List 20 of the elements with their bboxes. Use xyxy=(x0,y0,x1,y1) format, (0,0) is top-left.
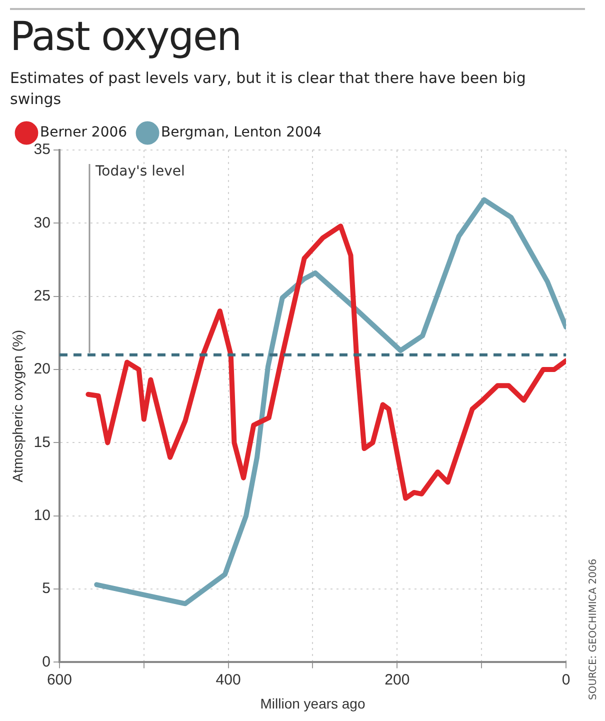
x-tick-label: 400 xyxy=(216,671,241,688)
y-tick-label: 35 xyxy=(34,141,50,158)
ref-line-label: Today's level xyxy=(94,164,185,180)
source-note: SOURCE: GEOCHIMICA 2006 xyxy=(588,558,599,700)
y-axis-title: Atmospheric oxygen (%) xyxy=(9,330,26,482)
x-tick-label: 600 xyxy=(46,671,72,688)
y-tick-label: 25 xyxy=(34,287,50,304)
y-tick-label: 0 xyxy=(42,653,50,670)
x-tick-label: 0 xyxy=(562,671,570,688)
y-tick-label: 20 xyxy=(34,360,50,378)
y-tick-label: 15 xyxy=(34,434,50,451)
x-tick-label: 200 xyxy=(384,671,410,688)
x-axis-title: Million years ago xyxy=(260,695,366,712)
legend-label: Berner 2006 xyxy=(40,124,128,141)
chart-title: Past oxygen xyxy=(10,14,242,60)
chart-subtitle: Estimates of past levels vary, but it is clear that there have been big swings xyxy=(10,68,527,110)
y-tick-label: 5 xyxy=(42,580,50,598)
y-tick-label: 30 xyxy=(34,214,50,232)
legend-label: Bergman, Lenton 2004 xyxy=(161,124,322,141)
y-tick-label: 10 xyxy=(34,507,50,524)
